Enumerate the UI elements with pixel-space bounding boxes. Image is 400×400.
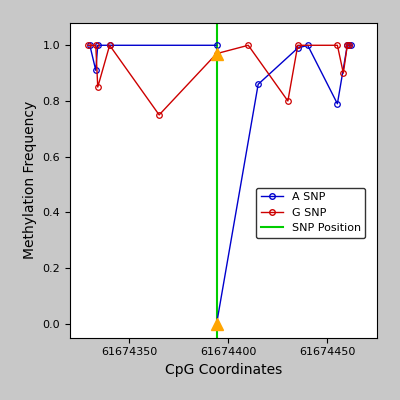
Y-axis label: Methylation Frequency: Methylation Frequency <box>23 101 37 260</box>
Legend: A SNP, G SNP, SNP Position: A SNP, G SNP, SNP Position <box>256 188 365 238</box>
X-axis label: CpG Coordinates: CpG Coordinates <box>165 363 282 377</box>
